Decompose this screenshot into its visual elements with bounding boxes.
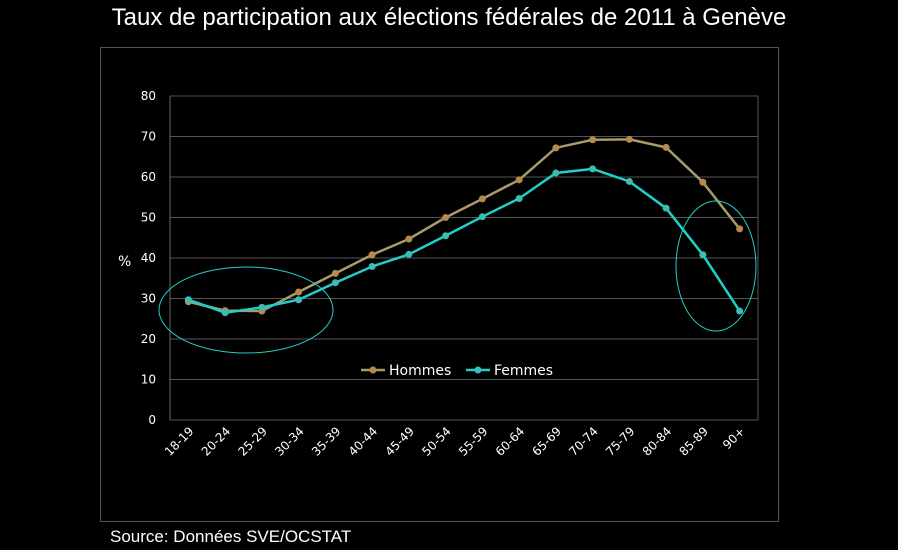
x-tick-label: 45-49 — [382, 424, 417, 459]
x-tick-label: 70-74 — [566, 424, 601, 459]
y-tick-label: 40 — [141, 251, 156, 265]
data-point-hommes — [295, 288, 303, 296]
data-point-femmes — [552, 169, 560, 177]
data-point-femmes — [442, 232, 450, 240]
x-tick-label: 65-69 — [529, 424, 564, 459]
data-point-hommes — [368, 251, 376, 259]
series-line-hommes — [188, 138, 741, 313]
data-point-femmes — [295, 296, 303, 304]
x-tick-label: 18-19 — [162, 424, 197, 459]
x-tick-label: 55-59 — [456, 424, 491, 459]
data-point-femmes — [699, 251, 707, 259]
data-point-femmes — [221, 309, 229, 317]
chart-frame — [100, 47, 779, 522]
data-point-hommes — [736, 225, 744, 233]
series-line-femmes — [187, 167, 741, 314]
legend-marker-hommes — [369, 366, 377, 374]
y-tick-label: 50 — [141, 211, 156, 225]
x-tick-label: 75-79 — [603, 424, 638, 459]
x-tick-label: 60-64 — [493, 424, 528, 459]
data-point-hommes — [515, 176, 523, 184]
x-tick-label: 30-34 — [272, 424, 307, 459]
x-tick-label: 50-54 — [419, 424, 454, 459]
data-point-femmes — [662, 204, 670, 212]
data-point-hommes — [589, 136, 597, 144]
x-tick-label: 40-44 — [346, 424, 381, 459]
x-tick-label: 25-29 — [235, 424, 270, 459]
data-point-femmes — [368, 263, 376, 271]
data-point-femmes — [478, 213, 486, 221]
data-point-femmes — [515, 194, 523, 202]
x-tick-label: 85-89 — [676, 424, 711, 459]
highlight-ellipse-young — [158, 266, 334, 354]
x-tick-label: 80-84 — [640, 424, 675, 459]
data-point-hommes — [625, 135, 633, 143]
data-point-hommes — [699, 178, 707, 186]
data-point-femmes — [589, 165, 597, 173]
data-point-femmes — [258, 303, 266, 311]
y-tick-label: 10 — [141, 373, 156, 387]
x-tick-label: 20-24 — [199, 424, 234, 459]
chart-title: Taux de participation aux élections fédé… — [111, 4, 787, 31]
data-point-femmes — [405, 250, 413, 258]
data-point-femmes — [331, 279, 339, 287]
y-tick-label: 80 — [141, 89, 156, 103]
y-tick-label: 0 — [148, 413, 156, 427]
y-tick-label: 20 — [141, 332, 156, 346]
data-point-hommes — [331, 269, 339, 277]
x-tick-label: 35-39 — [309, 424, 344, 459]
data-point-femmes — [625, 177, 633, 185]
y-axis-label: % — [118, 254, 131, 270]
data-point-hommes — [552, 144, 560, 152]
data-point-femmes — [736, 307, 744, 315]
legend-marker-femmes — [474, 366, 482, 374]
data-point-femmes — [184, 296, 192, 304]
data-point-hommes — [478, 195, 486, 203]
data-point-hommes — [662, 143, 670, 151]
y-tick-label: 60 — [141, 170, 156, 184]
highlight-ellipse-old — [675, 200, 757, 332]
source-note: Source: Données SVE/OCSTAT — [110, 527, 352, 546]
y-tick-label: 30 — [141, 292, 156, 306]
y-tick-label: 70 — [141, 130, 156, 144]
data-point-hommes — [442, 214, 450, 221]
data-point-hommes — [405, 235, 413, 243]
x-tick-label: 90+ — [720, 424, 748, 452]
legend-label-femmes: Femmes — [494, 363, 553, 379]
legend-label-hommes: Hommes — [389, 363, 451, 379]
